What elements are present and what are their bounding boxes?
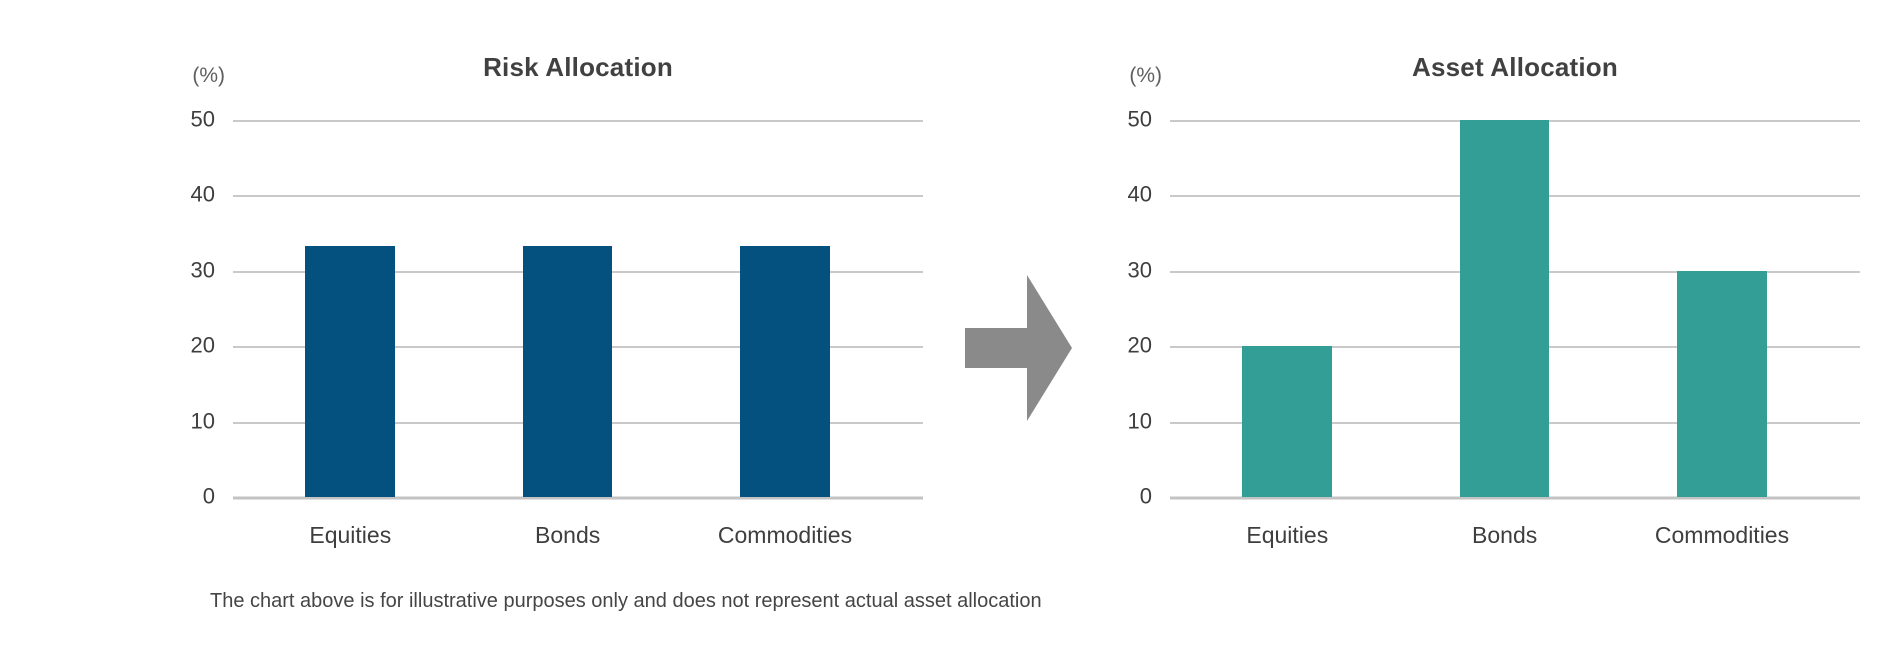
gridline-40 xyxy=(233,195,923,198)
y-tick-label-30: 30 xyxy=(1127,257,1152,283)
y-tick-label-20: 20 xyxy=(190,332,215,358)
y-tick-label-40: 40 xyxy=(190,182,215,208)
chart-header: (%) Asset Allocation xyxy=(1087,40,1860,121)
chart-title: Asset Allocation xyxy=(1412,52,1618,82)
x-label-bonds: Bonds xyxy=(1472,522,1538,548)
y-axis-tick-labels: 50 40 30 20 10 0 xyxy=(150,107,225,509)
chart-body: 50 40 30 20 10 0 xyxy=(150,107,923,509)
y-tick-label-50: 50 xyxy=(1127,106,1152,132)
chart-body: 50 40 30 20 10 0 xyxy=(1087,107,1860,509)
y-tick-label-0: 0 xyxy=(202,483,215,509)
transition-arrow xyxy=(965,273,1073,423)
x-label-commodities: Commodities xyxy=(1654,522,1790,548)
bar-commodities xyxy=(1677,270,1767,497)
y-tick-label-30: 30 xyxy=(190,257,215,283)
x-label-commodities: Commodities xyxy=(717,522,853,548)
x-axis-category-labels: Equities Bonds Commodities xyxy=(233,498,923,554)
chart-title: Risk Allocation xyxy=(483,52,673,82)
y-tick-label-50: 50 xyxy=(190,106,215,132)
x-axis-category-labels: Equities Bonds Commodities xyxy=(1170,498,1860,554)
chart-header: (%) Risk Allocation xyxy=(150,40,923,121)
x-axis-baseline xyxy=(1170,496,1860,500)
footnote-text: The chart above is for illustrative purp… xyxy=(210,590,1042,612)
bar-commodities xyxy=(740,245,830,497)
y-tick-label-20: 20 xyxy=(1127,332,1152,358)
y-axis-unit-label: (%) xyxy=(192,64,225,87)
bar-equities xyxy=(305,245,396,497)
plot-area xyxy=(233,120,923,500)
x-label-bonds: Bonds xyxy=(535,522,601,548)
x-label-equities: Equities xyxy=(1246,522,1329,548)
asset-allocation-chart: (%) Asset Allocation 50 40 30 20 10 0 Equitie… xyxy=(1087,40,1860,554)
x-label-equities: Equities xyxy=(309,522,392,548)
bar-equities xyxy=(1242,346,1333,497)
y-tick-label-0: 0 xyxy=(1139,483,1152,509)
bar-bonds xyxy=(522,245,613,497)
y-axis-tick-labels: 50 40 30 20 10 0 xyxy=(1087,107,1162,509)
y-axis-unit-label: (%) xyxy=(1129,64,1162,87)
y-tick-label-40: 40 xyxy=(1127,182,1152,208)
y-tick-label-10: 10 xyxy=(190,408,215,434)
y-tick-label-10: 10 xyxy=(1127,408,1152,434)
x-axis-baseline xyxy=(233,496,923,500)
risk-allocation-chart: (%) Risk Allocation 50 40 30 20 10 0 Equities… xyxy=(150,40,923,554)
gridline-50 xyxy=(233,120,923,122)
plot-area xyxy=(1170,120,1860,500)
bar-bonds xyxy=(1459,120,1550,497)
right-arrow-icon xyxy=(965,275,1072,421)
